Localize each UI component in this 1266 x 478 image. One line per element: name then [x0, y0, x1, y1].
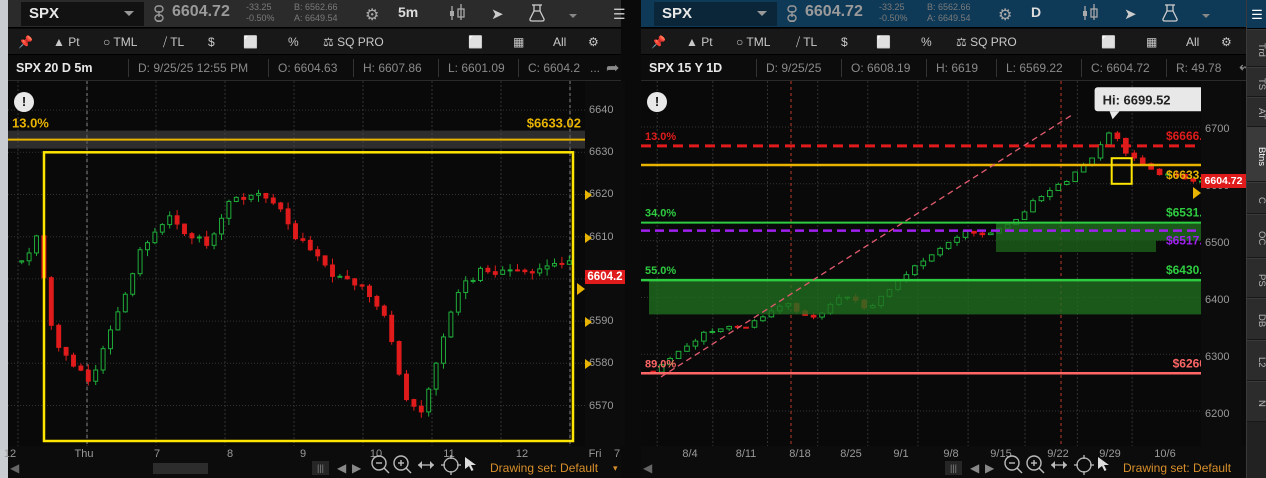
svg-text:34.0%: 34.0% [645, 208, 676, 220]
svg-text:Hi: 6699.52: Hi: 6699.52 [1103, 92, 1171, 107]
svg-text:13.0%: 13.0% [12, 116, 49, 131]
svg-text:13.0%: 13.0% [645, 131, 676, 143]
svg-text:55.0%: 55.0% [645, 265, 676, 277]
svg-text:$6633.02: $6633.02 [527, 116, 581, 131]
svg-text:89.0%: 89.0% [645, 358, 676, 370]
